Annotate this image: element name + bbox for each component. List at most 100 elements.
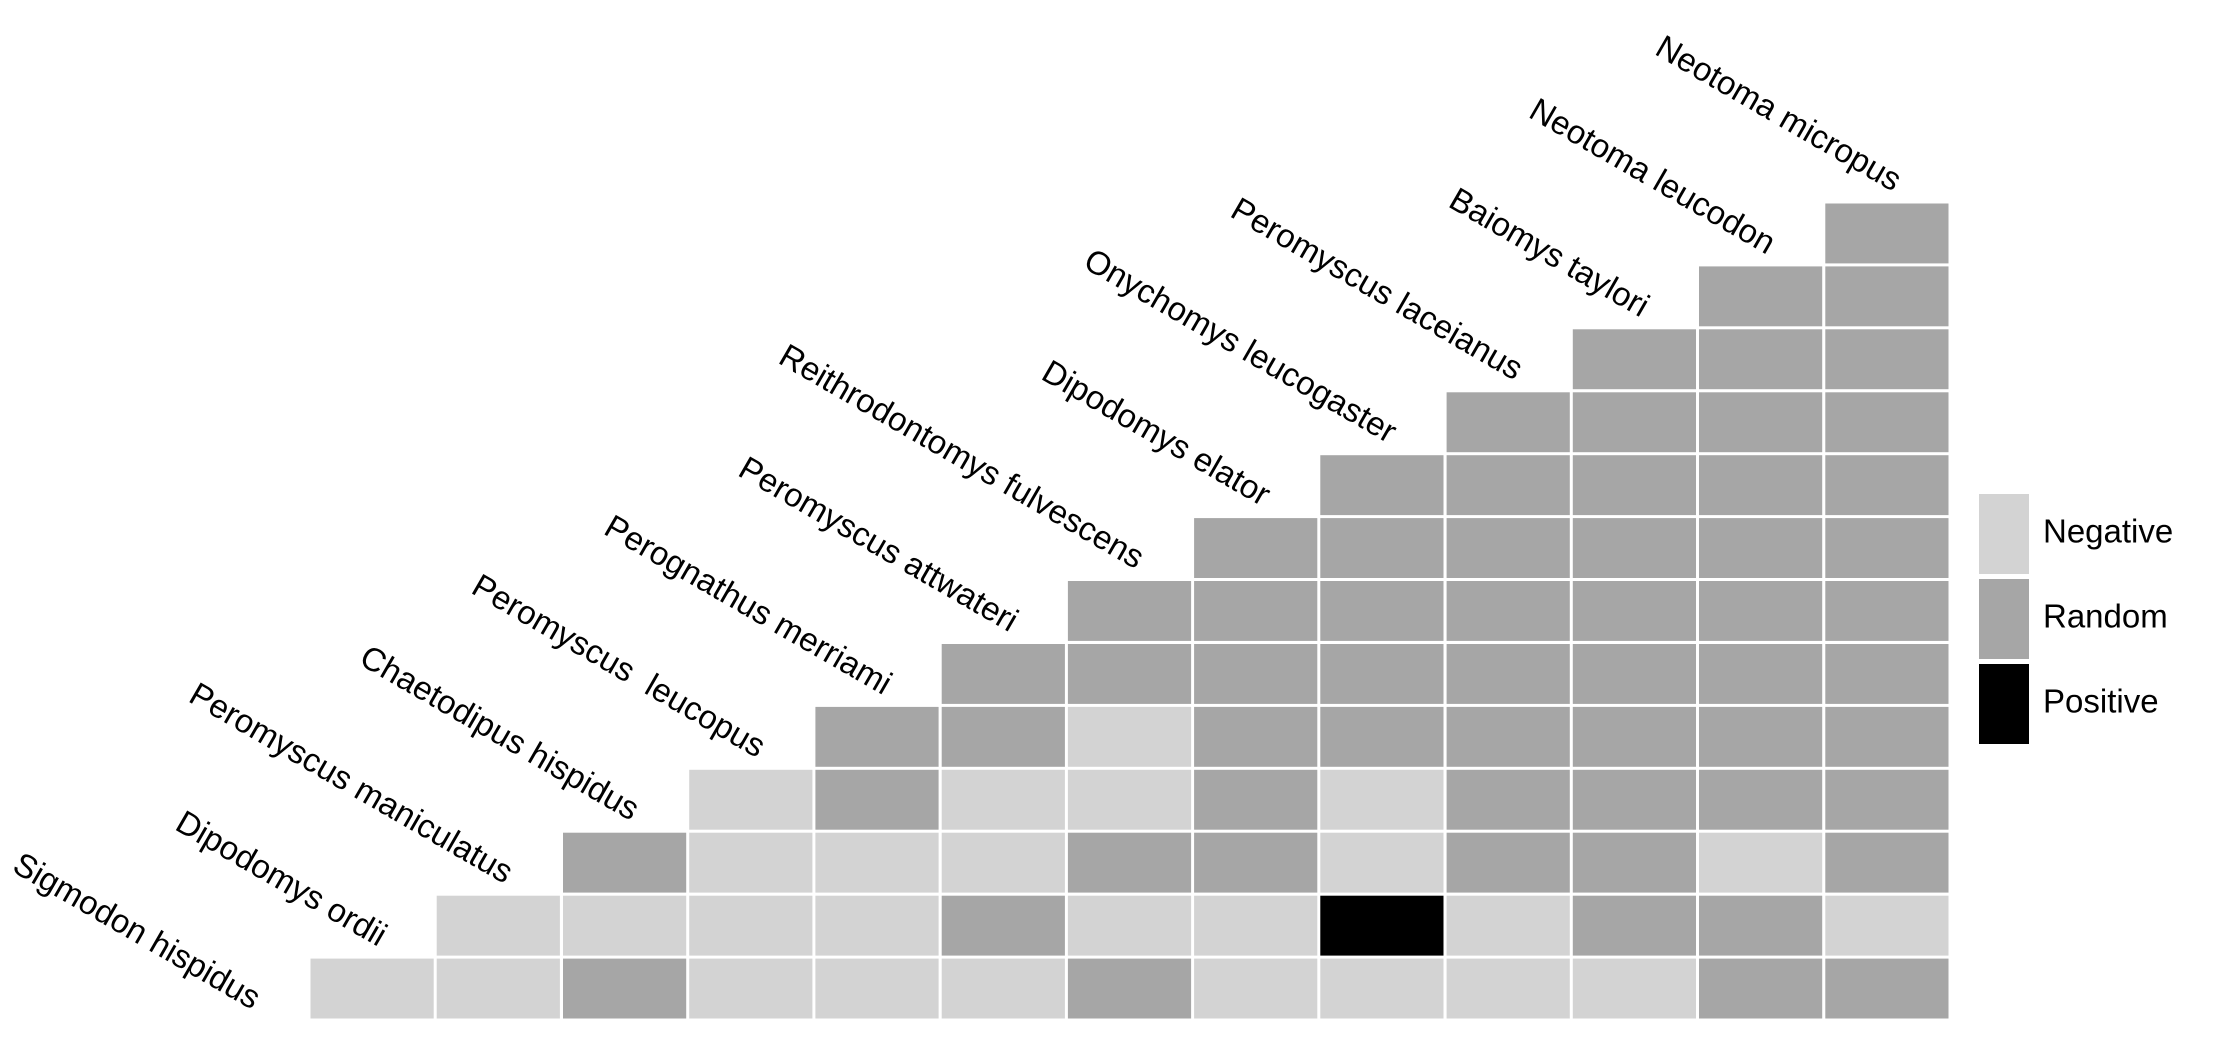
matrix-cell — [1699, 329, 1823, 390]
matrix-cell — [1067, 769, 1192, 830]
matrix-cell — [1699, 581, 1823, 641]
matrix-cell — [1699, 644, 1823, 704]
matrix-cell — [1825, 769, 1949, 830]
matrix-cell — [1572, 644, 1696, 704]
matrix-cell — [1194, 832, 1318, 893]
matrix-cell — [563, 958, 687, 1019]
matrix-cell — [1194, 895, 1318, 956]
matrix-cell — [1067, 644, 1192, 704]
matrix-cell — [1825, 266, 1949, 327]
matrix-cell — [1446, 581, 1570, 641]
matrix-cell — [941, 706, 1065, 767]
matrix-cell — [1572, 518, 1696, 578]
matrix-cell — [1446, 455, 1570, 516]
matrix-cell — [1320, 706, 1444, 767]
species-label: Neotoma micropus — [1650, 28, 1908, 199]
matrix-cell — [1699, 392, 1823, 453]
matrix-cell — [1320, 832, 1444, 893]
matrix-cell — [1446, 706, 1570, 767]
matrix-cell — [815, 769, 939, 830]
matrix-cell — [941, 644, 1065, 704]
matrix-cell — [1572, 329, 1696, 390]
matrix-cell — [1446, 518, 1570, 578]
matrix-cell — [1320, 644, 1444, 704]
matrix-cell — [1572, 392, 1696, 453]
matrix-cell — [1699, 455, 1823, 516]
legend-label-random: Random — [2043, 598, 2168, 635]
matrix-cell — [1572, 832, 1696, 893]
matrix-cell — [1067, 958, 1192, 1019]
matrix-cell — [815, 706, 939, 767]
legend-swatch-negative — [1979, 494, 2029, 574]
matrix-cell — [1194, 644, 1318, 704]
matrix-cell — [1320, 958, 1444, 1019]
species-label: Dipodomys elator — [1036, 352, 1277, 512]
matrix-cell — [1320, 581, 1444, 641]
matrix-cell — [1194, 581, 1318, 641]
matrix-cell — [1825, 455, 1949, 516]
matrix-cell — [1194, 518, 1318, 578]
species-label: Baiomys taylori — [1443, 180, 1655, 324]
matrix-cell — [1572, 769, 1696, 830]
matrix-cell — [1699, 266, 1823, 327]
matrix-cell — [1572, 581, 1696, 641]
matrix-cell — [1446, 832, 1570, 893]
matrix-cell — [310, 958, 434, 1019]
species-label: Reithrodontomys fulvescens — [773, 336, 1150, 575]
matrix-cell — [1067, 706, 1192, 767]
matrix-cell — [1699, 706, 1823, 767]
matrix-cell — [1699, 832, 1823, 893]
matrix-cell — [1825, 581, 1949, 641]
matrix-cell — [1067, 895, 1192, 956]
matrix-cell — [941, 769, 1065, 830]
matrix-cell — [1446, 895, 1570, 956]
matrix-cell — [1194, 769, 1318, 830]
matrix-cells — [310, 203, 1949, 1019]
matrix-cell — [1825, 832, 1949, 893]
legend-label-negative: Negative — [2043, 513, 2173, 550]
matrix-cell — [1825, 203, 1949, 264]
matrix-cell — [436, 958, 560, 1019]
matrix-cell — [941, 832, 1065, 893]
matrix-cell — [1446, 392, 1570, 453]
matrix-cell — [1825, 644, 1949, 704]
matrix-cell — [1067, 581, 1192, 641]
matrix-cell — [1320, 455, 1444, 516]
legend-swatch-positive — [1979, 664, 2029, 744]
matrix-cell — [1067, 832, 1192, 893]
matrix-cell — [1572, 958, 1696, 1019]
matrix-cell — [1194, 958, 1318, 1019]
matrix-cell — [1825, 958, 1949, 1019]
matrix-cell — [1446, 769, 1570, 830]
matrix-cell — [1446, 958, 1570, 1019]
matrix-cell — [1699, 958, 1823, 1019]
matrix-cell — [941, 895, 1065, 956]
matrix-cell — [1572, 706, 1696, 767]
species-label: Sigmodon hispidus — [7, 845, 267, 1016]
legend: Negative Random Positive — [1979, 494, 2173, 744]
matrix-cell — [436, 895, 560, 956]
matrix-cell — [1699, 518, 1823, 578]
matrix-cell — [1572, 895, 1696, 956]
matrix-cell — [1699, 895, 1823, 956]
matrix-cell — [689, 832, 813, 893]
legend-label-positive: Positive — [2043, 683, 2159, 720]
matrix-cell — [1194, 706, 1318, 767]
matrix-cell — [563, 832, 687, 893]
matrix-cell — [941, 958, 1065, 1019]
matrix-cell — [815, 832, 939, 893]
matrix-cell — [563, 895, 687, 956]
legend-swatch-random — [1979, 579, 2029, 659]
matrix-cell — [1825, 392, 1949, 453]
matrix-cell — [1825, 329, 1949, 390]
matrix-cell — [1320, 895, 1444, 956]
species-label: Dipodomys ordii — [170, 803, 393, 953]
matrix-cell — [1699, 769, 1823, 830]
matrix-cell — [689, 769, 813, 830]
matrix-cell — [815, 958, 939, 1019]
matrix-cell — [1825, 518, 1949, 578]
matrix-cell — [689, 895, 813, 956]
matrix-cell — [1320, 518, 1444, 578]
matrix-cell — [1825, 895, 1949, 956]
